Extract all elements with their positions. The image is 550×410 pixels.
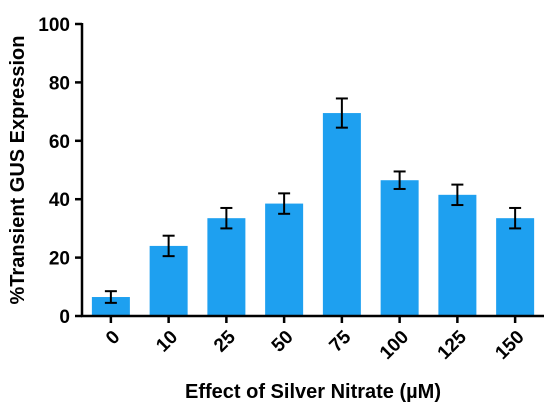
error-bar-0 [104,290,117,304]
x-tick-label-150: 150 [491,327,528,364]
x-tick-label-50: 50 [268,327,298,357]
x-tick-label-125: 125 [434,326,472,364]
axes-layer [80,23,544,318]
error-bar-100 [393,170,406,190]
error-bar-50 [278,192,291,215]
bars-layer [91,113,535,316]
bar-50 [265,203,304,316]
y-tick-label-20: 20 [49,249,70,270]
y-tick-label-60: 60 [49,132,70,153]
x-tick-label-75: 75 [326,326,356,356]
y-tick-label-0: 0 [59,307,70,328]
x-axis-title: Effect of Silver Nitrate (µM) [185,381,441,403]
bar-75 [322,113,361,316]
error-bars-layer [104,97,522,304]
bar-100 [380,180,419,316]
x-tick-label-25: 25 [210,326,240,356]
error-bar-10 [162,234,175,258]
y-tick-label-40: 40 [49,190,70,211]
y-ticks-layer: 0 20 40 60 80 100 [38,15,82,328]
y-tick-label-100: 100 [38,15,70,36]
bar-125 [438,194,477,316]
bar-150 [496,218,535,316]
bar-0 [91,297,130,316]
bar-25 [207,218,246,316]
x-ticks-layer: 0 10 25 50 75 100 125 150 [102,316,529,364]
error-bar-125 [451,183,464,207]
y-tick-label-80: 80 [49,73,70,94]
error-bar-150 [509,206,522,230]
x-tick-label-100: 100 [376,327,413,364]
x-tick-label-10: 10 [152,327,182,357]
x-tick-label-0: 0 [102,327,124,349]
bar-10 [149,245,188,316]
y-axis-title: %Transient GUS Expression [7,36,29,305]
error-bar-25 [220,206,233,230]
error-bar-75 [335,97,348,129]
